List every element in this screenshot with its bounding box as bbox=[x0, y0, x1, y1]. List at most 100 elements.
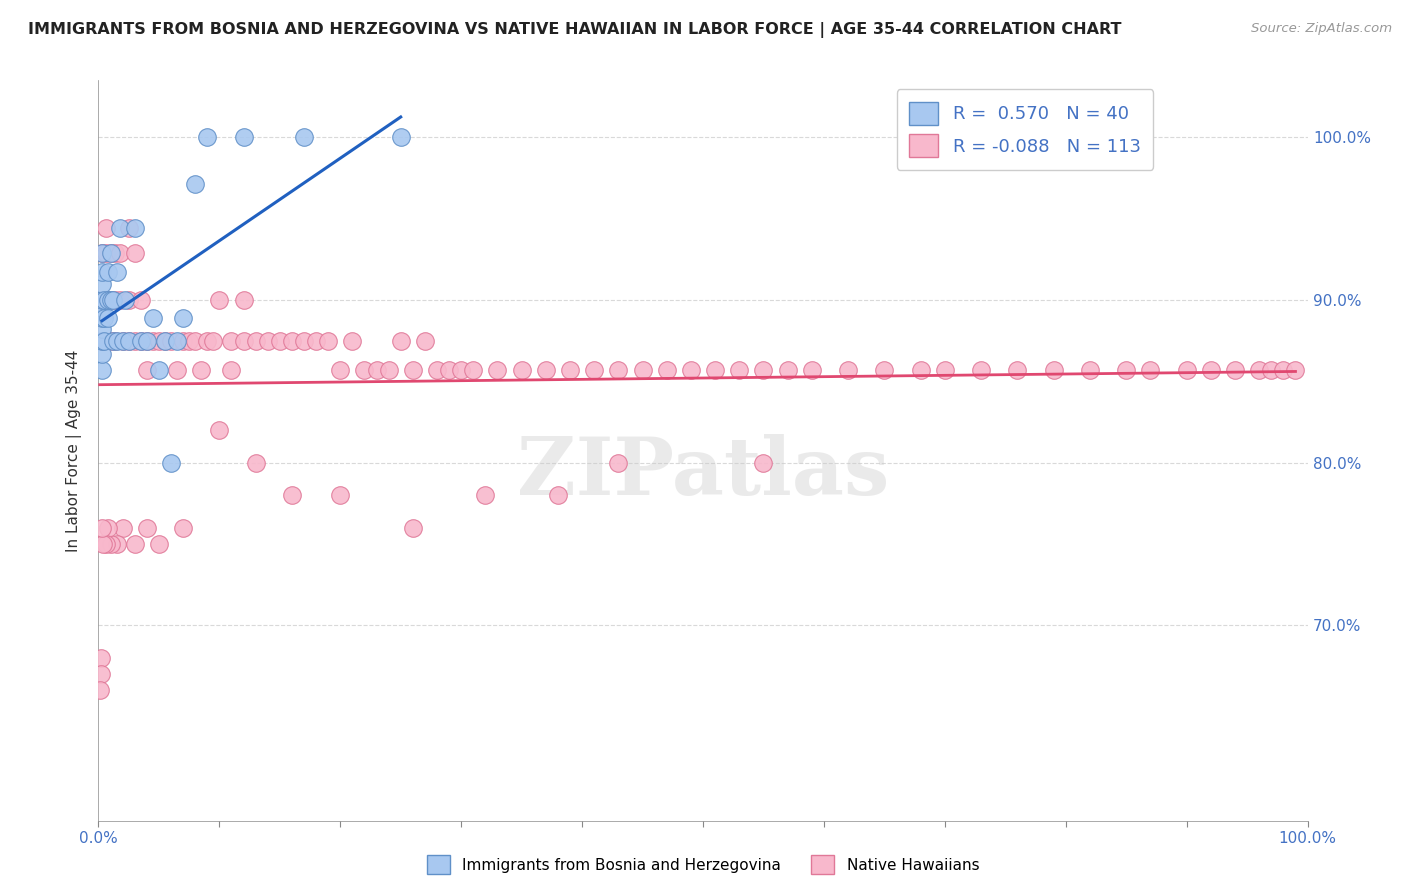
Point bbox=[100, 334, 122, 348]
Point bbox=[329, 363, 352, 377]
Point bbox=[91, 310, 114, 325]
Point bbox=[342, 334, 364, 348]
Point bbox=[232, 334, 254, 348]
Point bbox=[184, 334, 207, 348]
Point bbox=[195, 334, 218, 348]
Point bbox=[135, 334, 157, 348]
Point bbox=[100, 245, 122, 260]
Point bbox=[474, 488, 496, 502]
Point bbox=[100, 293, 122, 307]
Point bbox=[934, 363, 956, 377]
Point bbox=[679, 363, 702, 377]
Point bbox=[195, 130, 218, 145]
Point bbox=[94, 537, 117, 551]
Point bbox=[94, 293, 117, 307]
Point bbox=[1199, 363, 1222, 377]
Point bbox=[111, 334, 134, 348]
Point bbox=[256, 334, 278, 348]
Legend: Immigrants from Bosnia and Herzegovina, Native Hawaiians: Immigrants from Bosnia and Herzegovina, … bbox=[420, 849, 986, 880]
Point bbox=[655, 363, 678, 377]
Point bbox=[129, 334, 152, 348]
Point bbox=[305, 334, 328, 348]
Point bbox=[172, 310, 194, 325]
Point bbox=[1284, 363, 1306, 377]
Text: ZIPatlas: ZIPatlas bbox=[517, 434, 889, 512]
Point bbox=[800, 363, 823, 377]
Point bbox=[91, 334, 114, 348]
Point bbox=[124, 537, 146, 551]
Point bbox=[389, 130, 412, 145]
Point bbox=[93, 310, 115, 325]
Point bbox=[91, 301, 114, 315]
Point bbox=[292, 130, 315, 145]
Point bbox=[269, 334, 291, 348]
Point bbox=[97, 265, 120, 279]
Point bbox=[153, 334, 176, 348]
Point bbox=[129, 293, 152, 307]
Point bbox=[970, 363, 993, 377]
Point bbox=[353, 363, 375, 377]
Point bbox=[118, 334, 141, 348]
Text: Source: ZipAtlas.com: Source: ZipAtlas.com bbox=[1251, 22, 1392, 36]
Point bbox=[752, 456, 775, 470]
Point bbox=[111, 521, 134, 535]
Point bbox=[486, 363, 509, 377]
Point bbox=[166, 334, 188, 348]
Point bbox=[426, 363, 449, 377]
Point bbox=[97, 521, 120, 535]
Point bbox=[91, 363, 114, 377]
Point bbox=[221, 334, 243, 348]
Point bbox=[105, 537, 128, 551]
Point bbox=[1139, 363, 1161, 377]
Point bbox=[1007, 363, 1029, 377]
Point bbox=[89, 683, 111, 698]
Point bbox=[91, 293, 114, 307]
Point bbox=[105, 334, 128, 348]
Point bbox=[873, 363, 896, 377]
Point bbox=[160, 334, 183, 348]
Point bbox=[94, 245, 117, 260]
Point bbox=[1078, 363, 1101, 377]
Point bbox=[97, 310, 120, 325]
Point bbox=[607, 363, 630, 377]
Point bbox=[413, 334, 436, 348]
Point bbox=[366, 363, 388, 377]
Point bbox=[389, 334, 412, 348]
Point bbox=[547, 488, 569, 502]
Point bbox=[91, 277, 114, 291]
Point bbox=[105, 265, 128, 279]
Point bbox=[142, 334, 165, 348]
Point bbox=[148, 537, 170, 551]
Point bbox=[172, 334, 194, 348]
Point bbox=[93, 334, 115, 348]
Point bbox=[104, 293, 127, 307]
Point bbox=[166, 363, 188, 377]
Point bbox=[1249, 363, 1271, 377]
Point bbox=[111, 334, 134, 348]
Point bbox=[91, 265, 114, 279]
Point bbox=[208, 293, 231, 307]
Point bbox=[1042, 363, 1064, 377]
Point bbox=[728, 363, 751, 377]
Point bbox=[221, 363, 243, 377]
Point bbox=[463, 363, 485, 377]
Point bbox=[91, 245, 114, 260]
Point bbox=[101, 293, 124, 307]
Point bbox=[100, 293, 122, 307]
Point bbox=[1175, 363, 1198, 377]
Point bbox=[558, 363, 581, 377]
Point bbox=[90, 651, 112, 665]
Point bbox=[281, 488, 304, 502]
Point bbox=[752, 363, 775, 377]
Point bbox=[281, 334, 304, 348]
Point bbox=[607, 456, 630, 470]
Point bbox=[135, 363, 157, 377]
Point bbox=[91, 293, 114, 307]
Y-axis label: In Labor Force | Age 35-44: In Labor Force | Age 35-44 bbox=[66, 350, 83, 551]
Point bbox=[94, 221, 117, 235]
Point bbox=[124, 334, 146, 348]
Point bbox=[129, 334, 152, 348]
Point bbox=[837, 363, 859, 377]
Point bbox=[184, 178, 207, 192]
Point bbox=[142, 310, 165, 325]
